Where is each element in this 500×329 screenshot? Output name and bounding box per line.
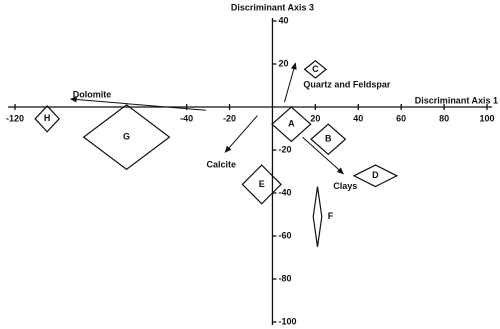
group-label: C [312,64,319,74]
x-tick-label: 100 [479,113,494,123]
vector-label: Dolomite [73,89,112,99]
vector-arrow [69,96,206,111]
x-tick-label: -20 [223,113,236,123]
x-tick-label: 80 [439,113,449,123]
vector-label: Calcite [206,160,236,170]
y-tick-label: -100 [278,316,296,326]
x-tick-label: -40 [180,113,193,123]
group-label: E [259,179,265,189]
x-tick-label: -120 [6,113,24,123]
group-label: B [325,134,332,144]
vector-label: Quartz and Feldspar [303,80,391,90]
x-axis-title: Discriminant Axis 1 [415,95,498,105]
group-diamond [241,164,282,205]
group-label: G [123,131,130,141]
group-diamond [34,105,61,133]
x-tick-label: 60 [396,113,406,123]
group-label: F [328,211,334,221]
y-tick-label: -60 [278,230,291,240]
group-diamond [271,106,312,143]
y-tick-label: 40 [278,15,288,25]
group-label: H [44,113,51,123]
y-axis-title: Discriminant Axis 3 [231,2,314,12]
group-diamond [310,123,347,156]
y-tick-label: -80 [278,273,291,283]
y-tick-label: 20 [278,58,288,68]
vector-arrow [224,115,258,153]
vector-label: Clays [333,181,357,191]
group-diamond [352,164,399,188]
group-diamond [312,186,323,247]
group-label: D [372,170,379,180]
y-tick-label: -20 [278,144,291,154]
vector-arrow [302,136,344,175]
group-diamond [82,104,171,171]
vector-arrow [283,62,297,103]
group-label: A [288,119,295,129]
group-diamond [303,60,328,79]
y-tick-label: -40 [278,187,291,197]
x-tick-label: 40 [353,113,363,123]
x-tick-label: 20 [310,113,320,123]
